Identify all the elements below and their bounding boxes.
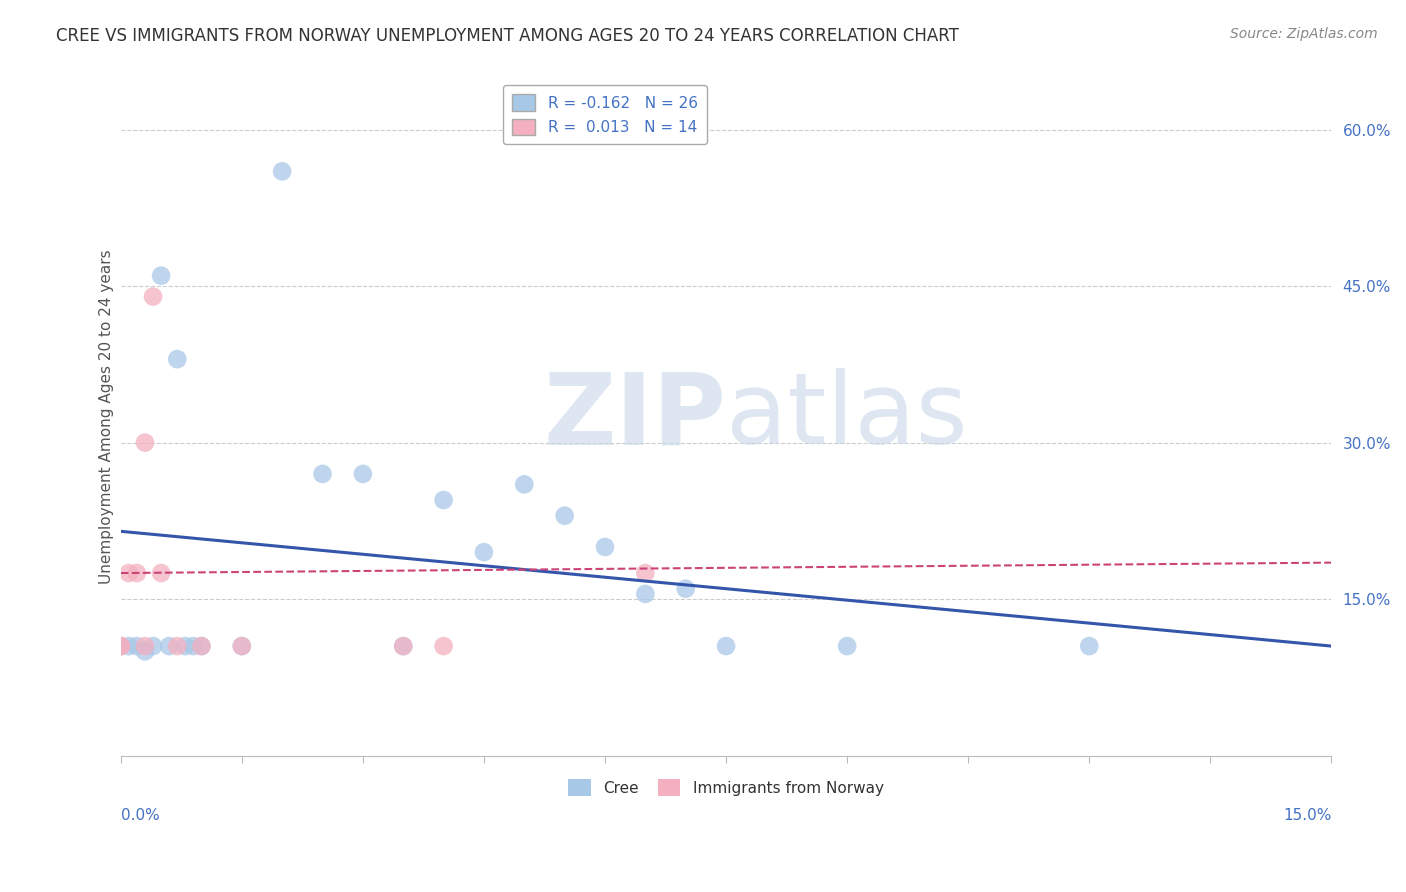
Point [150,566,173,580]
Point [110,639,132,653]
Point [392,639,415,653]
Point [125,566,148,580]
Point [513,477,536,491]
Point [432,493,454,508]
Text: Source: ZipAtlas.com: Source: ZipAtlas.com [1230,27,1378,41]
Point [432,639,454,653]
Point [1078,639,1101,653]
Point [554,508,576,523]
Point [593,540,616,554]
Text: CREE VS IMMIGRANTS FROM NORWAY UNEMPLOYMENT AMONG AGES 20 TO 24 YEARS CORRELATIO: CREE VS IMMIGRANTS FROM NORWAY UNEMPLOYM… [56,27,959,45]
Point [166,352,188,367]
Point [134,639,156,653]
Text: ZIP: ZIP [543,368,725,465]
Point [142,289,165,303]
Text: 15.0%: 15.0% [1284,808,1331,822]
Point [675,582,697,596]
Point [183,639,205,653]
Point [142,639,165,653]
Point [634,566,657,580]
Point [311,467,333,481]
Point [472,545,495,559]
Point [231,639,253,653]
Point [837,639,859,653]
Legend: Cree, Immigrants from Norway: Cree, Immigrants from Norway [562,773,890,802]
Point [118,639,141,653]
Point [190,639,212,653]
Point [634,587,657,601]
Point [714,639,737,653]
Point [110,639,132,653]
Point [271,164,294,178]
Y-axis label: Unemployment Among Ages 20 to 24 years: Unemployment Among Ages 20 to 24 years [100,249,114,584]
Point [150,268,173,283]
Point [118,566,141,580]
Point [392,639,415,653]
Point [174,639,197,653]
Text: atlas: atlas [725,368,967,465]
Point [110,639,132,653]
Point [166,639,188,653]
Point [231,639,253,653]
Point [125,639,148,653]
Point [134,435,156,450]
Point [157,639,180,653]
Point [352,467,374,481]
Point [190,639,212,653]
Point [134,644,156,658]
Text: 0.0%: 0.0% [121,808,159,822]
